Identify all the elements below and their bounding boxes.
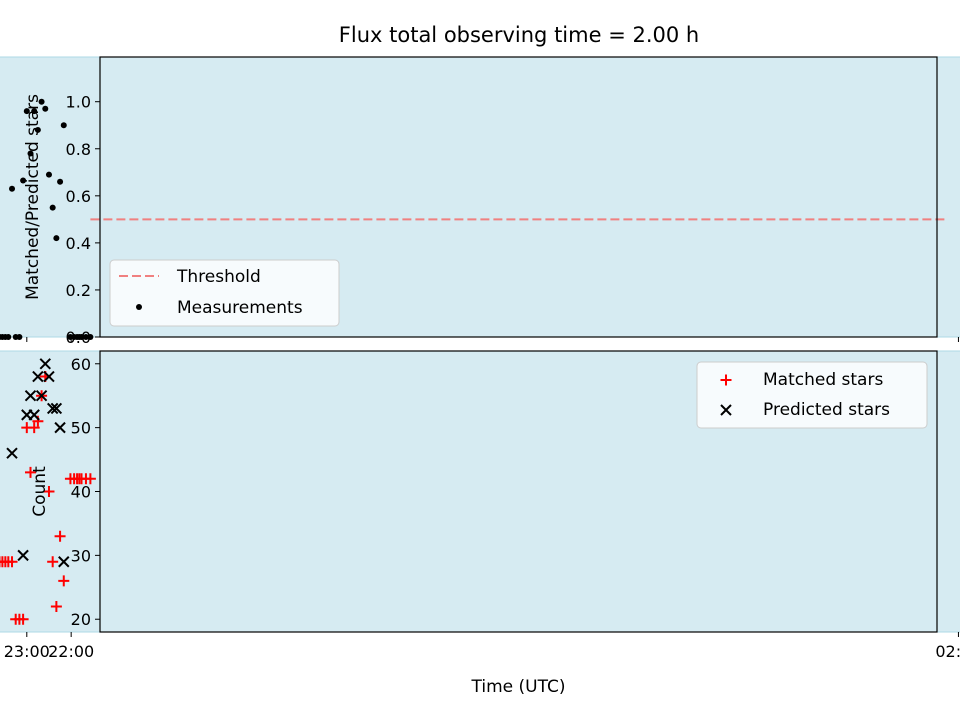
legend: Threshold Measurements [109,259,340,327]
measurement-point [12,334,19,340]
legend-box [696,361,928,429]
matched-point [64,473,76,485]
predicted-point [17,549,29,562]
x-tick-label: 02:00 [935,642,960,661]
y-tick-label: 0.8 [66,140,91,159]
measurement-point [34,126,41,133]
y-tick-label: 50 [71,419,91,438]
y-axis-label: Matched/Predicted stars [23,94,43,300]
y-tick-label: 0.2 [66,281,91,300]
predicted-point [50,402,63,415]
measurement-point [60,122,67,129]
measurement-point [0,334,3,340]
measurement-point [82,334,89,340]
matched-point [43,486,55,497]
x-axis-label: Time (UTC) [471,677,566,697]
y-axis-label: Count [30,466,50,517]
y-tick-label: 40 [71,483,91,502]
matched-point [58,575,70,587]
predicted-point [21,409,33,421]
x-tick-label: 23:00 [4,642,50,661]
measurement-point [49,204,56,211]
measurement-point [20,177,27,184]
measurement-point [87,334,94,340]
legend-measurement-label: Measurements [177,298,303,318]
x-tick-label: 22:00 [48,642,94,661]
y-tick-label: 20 [71,610,91,629]
legend-predicted-swatch [720,404,732,416]
measurement-point [45,171,52,178]
predicted-point [54,421,66,434]
series-plus [0,371,96,625]
series-dot [0,98,94,340]
top-panel: 0.0 0.2 0.4 0.6 0.8 1.0 Matched/Predicted star… [0,56,960,347]
matched-point [47,556,59,568]
y-tick-label: 0.6 [66,187,91,206]
legend-matched-label: Matched stars [763,370,883,390]
y-tick-label: 60 [71,355,91,374]
measurement-point [42,105,49,112]
legend-threshold-label: Threshold [176,267,261,287]
axes-frame [99,56,938,338]
matched-point [24,466,36,478]
matched-point [10,613,22,625]
legend-predicted-label: Predicted stars [763,400,890,420]
matched-point [0,560,2,563]
chart-title: Flux total observing time = 2.00 h [339,23,699,47]
measurement-point [9,185,16,192]
predicted-point [32,370,44,383]
measurement-point [57,178,64,185]
y-tick-label: 1.0 [66,93,91,112]
predicted-point [58,556,70,568]
measurement-point [27,150,34,157]
matched-point [0,556,5,568]
measurement-point [23,108,30,115]
predicted-point [24,389,37,402]
measurement-point [31,108,38,115]
legend-box [109,259,340,327]
predicted-point [46,402,59,415]
predicted-point [6,447,18,459]
measurement-point [38,98,45,105]
predicted-point [43,370,55,383]
series-cross [6,358,70,568]
y-tick-label: 0.4 [66,234,91,253]
bottom-panel: 203040506022:0023:0000:0001:0002:00Count… [0,350,960,697]
y-tick-label: 30 [71,546,91,565]
legend-matched-swatch [720,374,732,386]
predicted-point [35,389,48,402]
matched-point [21,422,33,434]
matched-point [54,530,66,542]
y-tick-label: 0.0 [66,328,91,347]
predicted-point [39,358,51,370]
measurement-point [53,235,60,242]
matched-point [50,600,62,612]
measurement-point [67,334,74,340]
legend-measurement-swatch [136,304,142,310]
legend: Matched stars Predicted stars [696,361,928,429]
